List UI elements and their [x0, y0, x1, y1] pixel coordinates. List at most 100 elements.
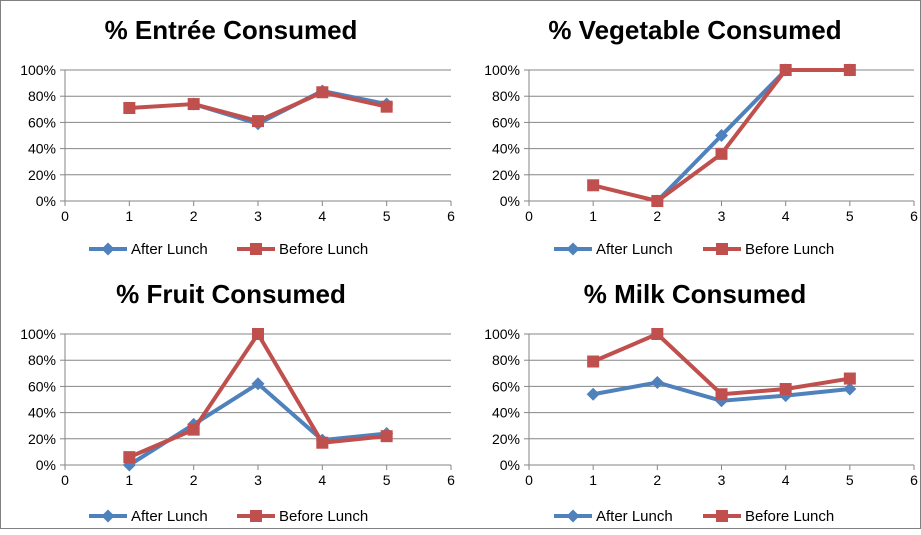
legend-label: After Lunch — [596, 241, 673, 258]
legend: After Lunch Before Lunch — [89, 241, 368, 258]
x-tick-label: 3 — [718, 472, 726, 488]
legend-marker — [101, 242, 115, 256]
x-tick-label: 5 — [383, 208, 391, 224]
x-tick-label: 6 — [910, 472, 918, 488]
y-tick-label: 40% — [492, 405, 520, 421]
data-point — [715, 129, 728, 142]
x-tick-label: 6 — [447, 208, 455, 224]
y-tick-label: 20% — [492, 431, 520, 447]
y-tick-label: 80% — [492, 352, 520, 368]
y-tick-label: 60% — [492, 378, 520, 394]
data-point — [586, 387, 600, 401]
legend: After Lunch Before Lunch — [89, 508, 368, 525]
x-tick-label: 2 — [190, 472, 198, 488]
data-point — [123, 451, 136, 464]
y-tick-label: 20% — [28, 167, 56, 183]
legend-label: After Lunch — [596, 508, 673, 525]
y-tick-label: 100% — [484, 62, 520, 78]
y-tick-label: 0% — [36, 193, 56, 209]
y-tick-label: 80% — [28, 352, 56, 368]
data-point — [187, 98, 200, 111]
x-tick-label: 0 — [61, 472, 69, 488]
legend-marker — [250, 510, 262, 522]
x-tick-label: 4 — [782, 472, 790, 488]
x-tick-label: 5 — [846, 208, 854, 224]
data-point — [587, 179, 600, 192]
y-tick-label: 60% — [492, 114, 520, 130]
data-point — [715, 147, 728, 160]
x-tick-label: 2 — [190, 208, 198, 224]
data-point — [843, 372, 856, 385]
data-point — [587, 355, 600, 368]
y-tick-label: 20% — [492, 167, 520, 183]
x-tick-label: 0 — [61, 208, 69, 224]
series-before-lunch — [123, 328, 393, 464]
series-after-lunch — [122, 377, 394, 472]
y-tick-label: 60% — [28, 378, 56, 394]
x-tick-label: 6 — [910, 208, 918, 224]
y-tick-label: 40% — [28, 405, 56, 421]
x-tick-label: 4 — [782, 208, 790, 224]
x-tick-label: 1 — [589, 472, 597, 488]
chart-panel-4: % Milk Consumed 0% 20% 40% 60% 80% 100% 0 1 2 3 4 5 6… — [484, 279, 918, 525]
data-point — [651, 195, 664, 207]
legend-marker — [566, 242, 580, 256]
data-point — [779, 64, 792, 76]
chart-panel-3: % Fruit Consumed 0% 20% 40% 60% 80% 100% 0 1 2 3 4 5… — [20, 279, 455, 525]
y-tick-label: 100% — [20, 326, 56, 342]
y-tick-label: 40% — [492, 141, 520, 157]
legend-marker — [716, 510, 728, 522]
x-tick-label: 3 — [254, 472, 262, 488]
series-before-lunch — [587, 328, 856, 401]
legend-label: Before Lunch — [745, 241, 834, 258]
x-tick-label: 3 — [254, 208, 262, 224]
x-tick-label: 2 — [653, 208, 661, 224]
series-before-lunch — [123, 86, 393, 128]
legend-label: Before Lunch — [279, 508, 368, 525]
x-tick-label: 6 — [447, 472, 455, 488]
data-point — [252, 115, 264, 128]
chart-title: % Milk Consumed — [584, 279, 806, 309]
data-point — [843, 382, 857, 396]
legend-marker — [716, 243, 728, 255]
x-tick-label: 3 — [718, 208, 726, 224]
y-tick-label: 0% — [500, 457, 520, 473]
y-tick-label: 80% — [28, 88, 56, 104]
data-point — [380, 430, 393, 443]
legend: After Lunch Before Lunch — [554, 241, 834, 258]
data-point — [251, 377, 265, 391]
y-tick-label: 0% — [500, 193, 520, 209]
x-tick-label: 2 — [653, 472, 661, 488]
legend-label: Before Lunch — [745, 508, 834, 525]
x-tick-label: 1 — [125, 472, 133, 488]
data-point — [187, 423, 200, 436]
data-point — [650, 375, 664, 389]
data-point — [715, 388, 728, 401]
chart-panel-1: % Entrée Consumed 0% 20% 40% 60% 80% 100% 0 1 2 3 4… — [20, 15, 455, 258]
legend-label: After Lunch — [131, 508, 208, 525]
x-tick-label: 4 — [318, 208, 326, 224]
chart-panel-2: % Vegetable Consumed 0% 20% 40% 60% 80% 100% 0 1… — [484, 15, 918, 258]
series-line — [127, 381, 389, 467]
data-point — [316, 86, 329, 99]
data-point — [651, 328, 664, 340]
data-point — [123, 101, 136, 114]
legend-marker — [566, 509, 580, 523]
chart-title: % Fruit Consumed — [116, 279, 346, 309]
x-tick-label: 5 — [846, 472, 854, 488]
x-tick-label: 0 — [525, 472, 533, 488]
y-tick-label: 40% — [28, 141, 56, 157]
data-point — [316, 436, 329, 449]
chart-title: % Entrée Consumed — [105, 15, 358, 45]
chart-title: % Vegetable Consumed — [548, 15, 841, 45]
y-tick-label: 0% — [36, 457, 56, 473]
data-point — [843, 64, 856, 76]
legend-marker — [250, 243, 262, 255]
y-tick-label: 60% — [28, 114, 56, 130]
y-tick-label: 100% — [484, 326, 520, 342]
legend-label: After Lunch — [131, 241, 208, 258]
y-tick-label: 80% — [492, 88, 520, 104]
x-tick-label: 1 — [125, 208, 133, 224]
series-before-lunch — [587, 64, 856, 207]
